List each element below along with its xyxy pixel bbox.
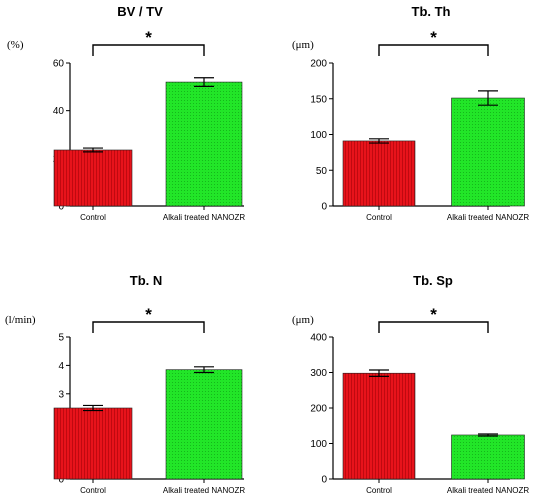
y-tick-label: 150 [310, 94, 327, 105]
y-tick-label: 100 [310, 439, 327, 450]
y-axis-label: (μm) [292, 39, 314, 51]
bar [53, 407, 133, 480]
y-tick-label: 0 [321, 202, 327, 213]
bar [451, 97, 525, 207]
chart-title: BV / TV [117, 4, 163, 19]
significance-bracket [378, 321, 489, 333]
category-label: Control [80, 486, 106, 495]
y-axis-label: (l/min) [5, 314, 36, 326]
bar [451, 434, 525, 480]
y-tick-label: 100 [310, 130, 327, 141]
bar [165, 81, 243, 207]
y-tick-label: 3 [58, 389, 64, 400]
y-tick-label: 50 [316, 166, 328, 177]
y-tick-label: 200 [310, 404, 327, 415]
category-label: Control [80, 213, 106, 222]
category-label: Alkali treated NANOZR [163, 213, 245, 222]
significance-bracket [92, 321, 205, 333]
bar [165, 369, 243, 480]
significance-marker: * [145, 28, 152, 47]
category-label: Control [366, 486, 392, 495]
significance-marker: * [145, 305, 152, 324]
category-label: Control [366, 213, 392, 222]
significance-marker: * [430, 28, 437, 47]
significance-bracket [378, 44, 489, 56]
y-tick-label: 0 [58, 202, 64, 213]
chart-panel-tb-n: Tb. N (l/min) 012345ControlAlkali treate… [5, 273, 245, 495]
chart-title: Tb. N [130, 273, 163, 288]
chart-title: Tb. Th [412, 4, 451, 19]
y-tick-label: 4 [58, 361, 64, 372]
chart-panel-tb-sp: Tb. Sp (μm) 0 100 200 300 400 Control Alkali t… [292, 273, 529, 495]
chart-panel-bv-tv: BV / TV (%) 0204060ControlAlkali treated… [7, 4, 245, 222]
bar [53, 149, 133, 207]
category-label: Alkali treated NANOZR [447, 486, 529, 495]
category-label: Alkali treated NANOZR [447, 213, 529, 222]
y-tick-label: 5 [58, 333, 64, 344]
y-axis-label: (μm) [292, 314, 314, 326]
y-axis-label: (%) [7, 39, 24, 51]
bar [342, 372, 416, 480]
significance-bracket [92, 44, 205, 56]
y-tick-label: 0 [321, 475, 327, 486]
y-tick-label: 40 [53, 106, 65, 117]
y-tick-label: 400 [310, 333, 327, 344]
category-label: Alkali treated NANOZR [163, 486, 245, 495]
y-tick-label: 300 [310, 368, 327, 379]
bar [342, 140, 416, 207]
significance-marker: * [430, 305, 437, 324]
chart-panel-tb-th: Tb. Th (μm) 0 50 100 150 200 Control Alkali tr… [292, 4, 529, 222]
y-tick-label: 200 [310, 59, 327, 70]
y-tick-label: 0 [58, 475, 64, 486]
chart-title: Tb. Sp [413, 273, 453, 288]
y-tick-label: 60 [53, 59, 65, 70]
